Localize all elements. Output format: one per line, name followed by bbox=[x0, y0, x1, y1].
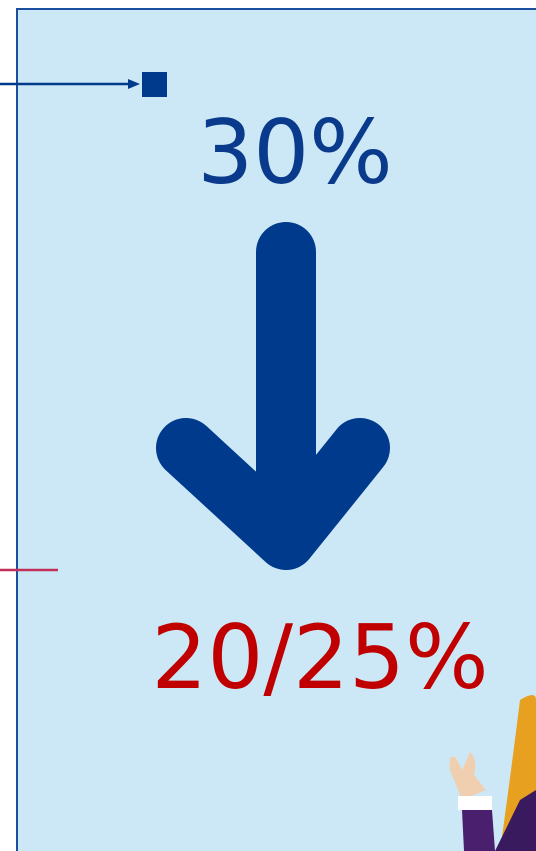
cuff bbox=[458, 796, 492, 810]
sleeve bbox=[462, 810, 495, 851]
connector-square bbox=[142, 72, 167, 97]
page: 30% 20/25% (() => { const data = JSON.pa… bbox=[0, 0, 536, 851]
bottom-value: 20/25% bbox=[151, 606, 488, 709]
infographic: 30% 20/25% bbox=[0, 0, 536, 851]
top-value: 30% bbox=[197, 101, 393, 204]
